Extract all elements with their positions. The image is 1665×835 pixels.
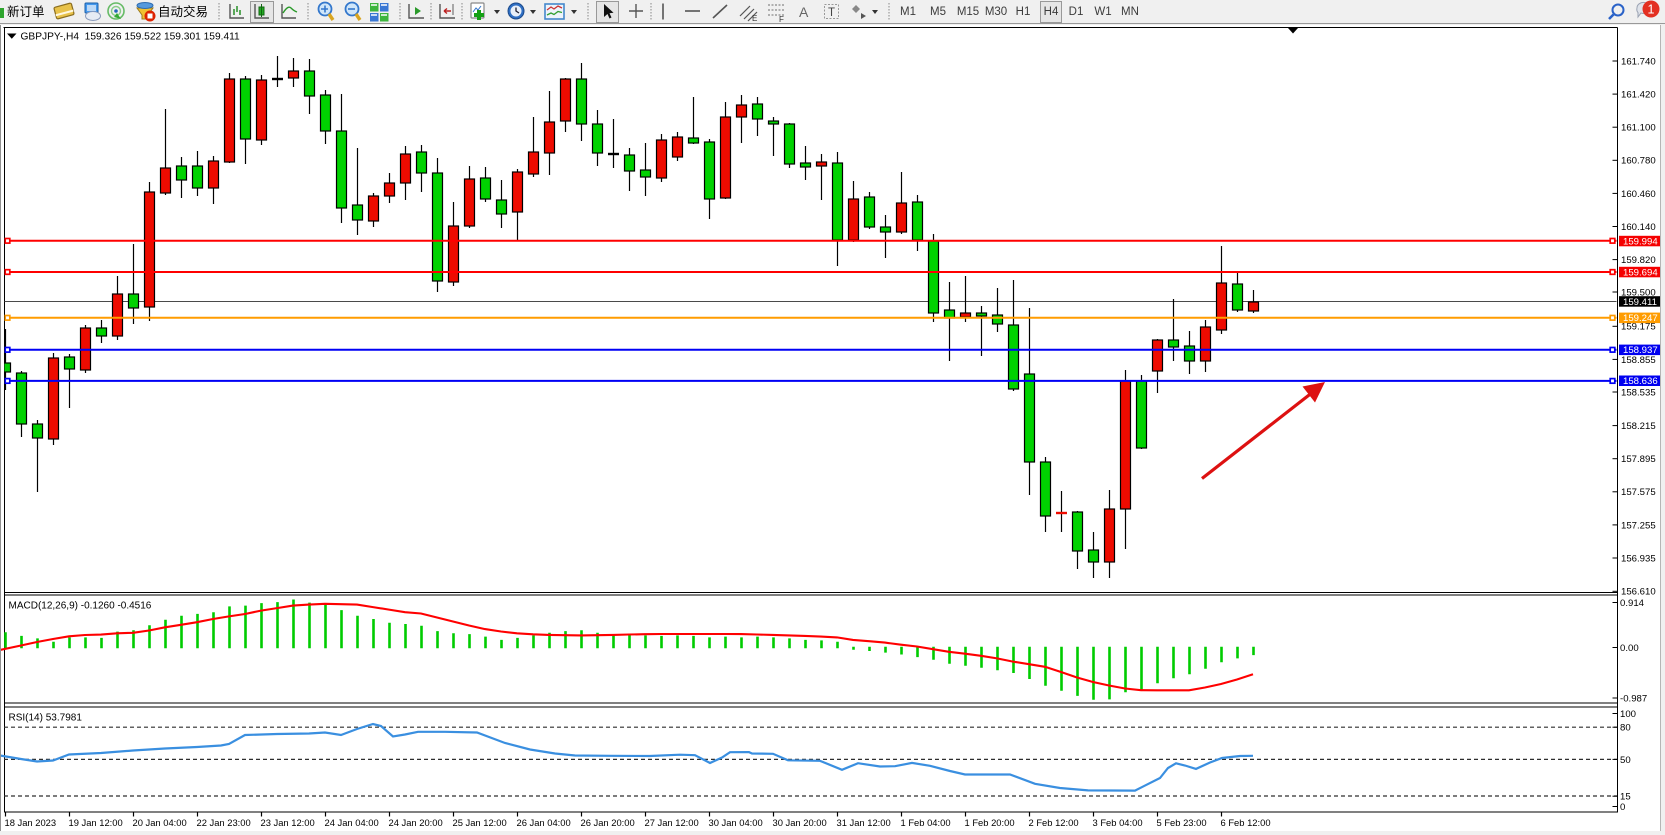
svg-text:M1: M1 <box>900 6 916 18</box>
svg-text:E: E <box>752 14 757 23</box>
svg-text:15: 15 <box>1620 792 1631 803</box>
svg-text:80: 80 <box>1620 723 1631 734</box>
svg-text:158.636: 158.636 <box>1623 376 1658 387</box>
svg-text:159.175: 159.175 <box>1621 322 1656 333</box>
svg-text:26 Jan 04:00: 26 Jan 04:00 <box>517 817 571 828</box>
svg-text:158.937: 158.937 <box>1623 345 1658 356</box>
svg-text:25 Jan 12:00: 25 Jan 12:00 <box>453 817 507 828</box>
svg-text:158.215: 158.215 <box>1621 421 1656 432</box>
svg-text:D1: D1 <box>1069 6 1084 18</box>
svg-text:H4: H4 <box>1044 6 1059 18</box>
svg-text:156.935: 156.935 <box>1621 553 1656 564</box>
svg-text:24 Jan 04:00: 24 Jan 04:00 <box>325 817 379 828</box>
svg-text:31 Jan 12:00: 31 Jan 12:00 <box>837 817 891 828</box>
svg-text:1: 1 <box>1648 3 1655 17</box>
svg-text:159.694: 159.694 <box>1623 267 1658 278</box>
svg-text:160.780: 160.780 <box>1621 156 1656 167</box>
svg-text:157.255: 157.255 <box>1621 520 1656 531</box>
svg-text:100: 100 <box>1620 709 1636 720</box>
svg-text:159.500: 159.500 <box>1621 287 1656 298</box>
svg-text:18 Jan 2023: 18 Jan 2023 <box>5 817 57 828</box>
svg-text:30 Jan 04:00: 30 Jan 04:00 <box>709 817 763 828</box>
svg-text:M5: M5 <box>930 6 946 18</box>
svg-text:0.914: 0.914 <box>1620 598 1645 609</box>
svg-text:0: 0 <box>1620 802 1625 813</box>
svg-text:158.535: 158.535 <box>1621 387 1656 398</box>
svg-text:30 Jan 20:00: 30 Jan 20:00 <box>773 817 827 828</box>
svg-text:157.895: 157.895 <box>1621 454 1656 465</box>
svg-text:22 Jan 23:00: 22 Jan 23:00 <box>197 817 251 828</box>
svg-text:161.420: 161.420 <box>1621 90 1656 101</box>
svg-text:A: A <box>799 4 809 20</box>
svg-text:24 Jan 20:00: 24 Jan 20:00 <box>389 817 443 828</box>
svg-text:161.100: 161.100 <box>1621 123 1656 134</box>
svg-text:W1: W1 <box>1094 6 1111 18</box>
svg-text:6 Feb 12:00: 6 Feb 12:00 <box>1221 817 1271 828</box>
svg-text:158.855: 158.855 <box>1621 355 1656 366</box>
svg-text:H1: H1 <box>1016 6 1031 18</box>
svg-text:159.411: 159.411 <box>1623 297 1657 308</box>
svg-text:160.460: 160.460 <box>1621 189 1656 200</box>
svg-text:1 Feb 04:00: 1 Feb 04:00 <box>901 817 951 828</box>
svg-text:M15: M15 <box>957 6 979 18</box>
svg-text:新订单: 新订单 <box>7 4 45 19</box>
svg-text:19 Jan 12:00: 19 Jan 12:00 <box>69 817 123 828</box>
svg-text:M30: M30 <box>985 6 1007 18</box>
svg-text:0.00: 0.00 <box>1620 643 1639 654</box>
svg-text:161.740: 161.740 <box>1621 56 1656 67</box>
svg-text:RSI(14) 53.7981: RSI(14) 53.7981 <box>9 713 83 724</box>
svg-text:2 Feb 12:00: 2 Feb 12:00 <box>1029 817 1079 828</box>
svg-text:159.247: 159.247 <box>1623 313 1658 324</box>
svg-text:3 Feb 04:00: 3 Feb 04:00 <box>1093 817 1143 828</box>
svg-text:F: F <box>779 15 784 24</box>
svg-text:159.994: 159.994 <box>1623 236 1658 247</box>
svg-text:MACD(12,26,9) -0.1260 -0.4516: MACD(12,26,9) -0.1260 -0.4516 <box>9 601 152 612</box>
svg-text:50: 50 <box>1620 755 1631 766</box>
svg-text:1 Feb 20:00: 1 Feb 20:00 <box>965 817 1015 828</box>
svg-text:20 Jan 04:00: 20 Jan 04:00 <box>133 817 187 828</box>
svg-text:159.820: 159.820 <box>1621 255 1656 266</box>
svg-text:5 Feb 23:00: 5 Feb 23:00 <box>1157 817 1207 828</box>
svg-text:自动交易: 自动交易 <box>158 4 208 19</box>
svg-text:T: T <box>828 7 835 19</box>
svg-text:GBPJPY-,H4 159.326 159.522 15: GBPJPY-,H4 159.326 159.522 159.301 159.4… <box>21 32 241 43</box>
svg-text:156.610: 156.610 <box>1621 587 1656 598</box>
svg-text:157.575: 157.575 <box>1621 487 1656 498</box>
svg-text:27 Jan 12:00: 27 Jan 12:00 <box>645 817 699 828</box>
svg-text:MN: MN <box>1121 6 1139 18</box>
svg-text:-0.987: -0.987 <box>1620 693 1647 704</box>
svg-text:23 Jan 12:00: 23 Jan 12:00 <box>261 817 315 828</box>
svg-text:160.140: 160.140 <box>1621 222 1656 233</box>
svg-text:26 Jan 20:00: 26 Jan 20:00 <box>581 817 635 828</box>
